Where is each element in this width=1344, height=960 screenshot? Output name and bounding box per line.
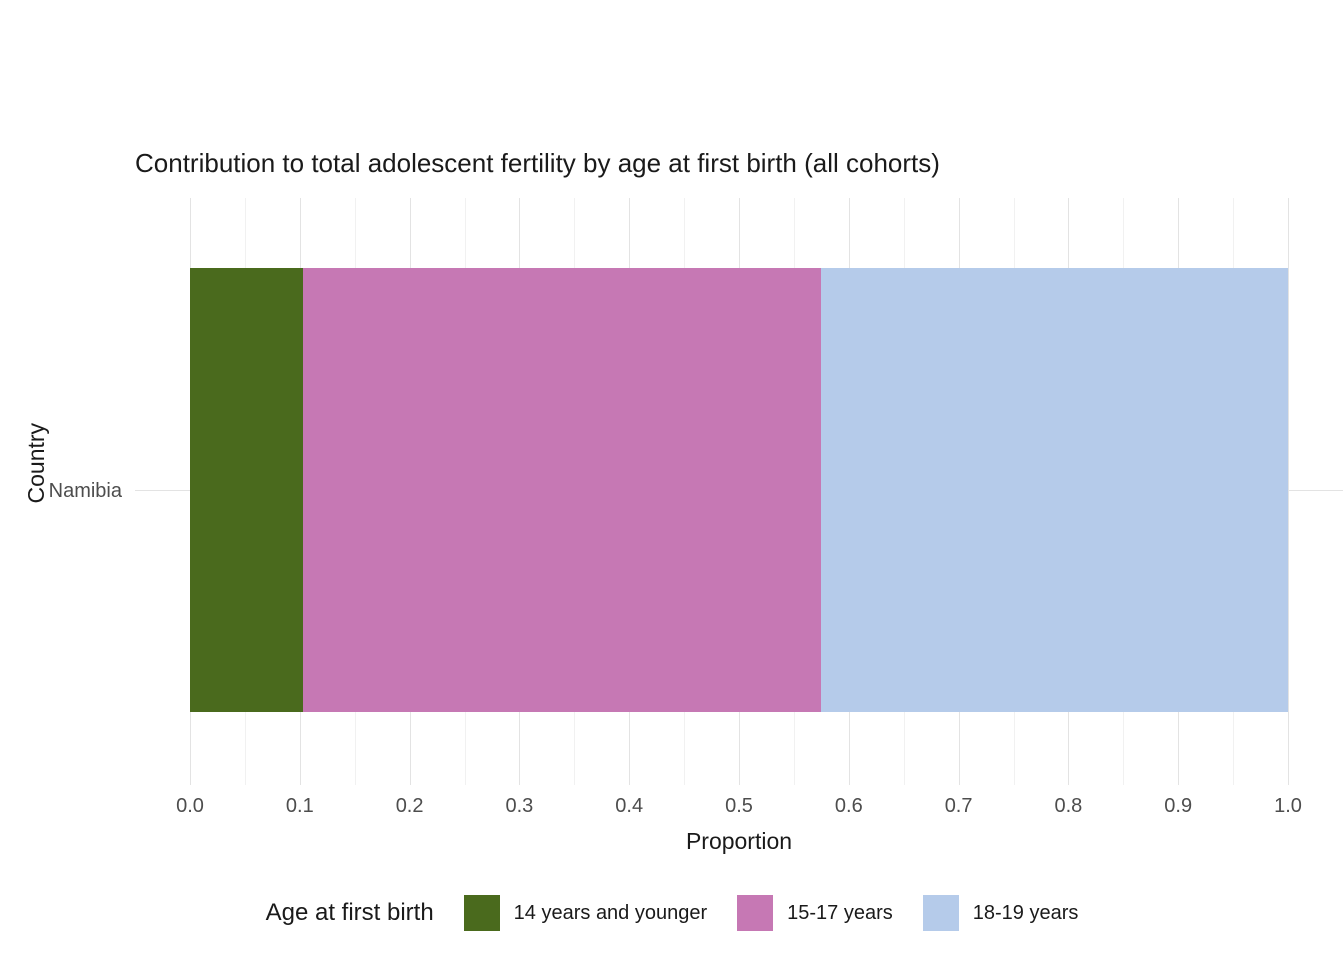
chart-title: Contribution to total adolescent fertili… [135,148,940,178]
legend-label: 18-19 years [972,901,1079,924]
bar-segment-2 [303,268,822,712]
legend-item-2: 15-17 years [737,895,893,931]
x-tick-label: 0.4 [615,795,644,817]
legend-label: 15-17 years [787,901,893,924]
legend-swatch-icon [922,895,959,931]
plot-panel [135,198,1343,785]
stacked-bar-namibia [135,268,1343,712]
x-tick-label: 0.3 [505,795,534,817]
x-tick-label: 0.7 [944,795,973,817]
x-tick-label: 0.9 [1164,795,1193,817]
x-tick-label: 0.1 [285,795,314,817]
legend-swatch-icon [737,895,774,931]
x-tick-label: 1.0 [1274,795,1302,817]
x-axis-title: Proportion [685,828,793,854]
legend-item-3: 18-19 years [922,895,1079,931]
x-tick-label: 0.8 [1054,795,1083,817]
legend: Age at first birth 14 years and younger 1… [0,895,1344,931]
x-tick-label: 0.0 [176,795,204,817]
legend-items: 14 years and younger 15-17 years 18-19 yea… [463,895,1079,931]
y-tick-label-namibia: Namibia [48,480,122,502]
x-tick-label: 0.5 [725,795,753,817]
legend-label: 14 years and younger [513,901,708,924]
x-tick-label: 0.6 [834,795,863,817]
legend-swatch-icon [463,895,500,931]
x-tick-label: 0.2 [395,795,424,817]
bar-segment-1 [190,268,304,712]
bar-segment-3 [821,268,1288,712]
legend-title: Age at first birth [265,899,434,926]
gridline-major [1288,198,1289,785]
x-axis-tick-labels: 0.0 0.1 0.2 0.3 0.4 0.5 0.6 0.7 0.8 0.9 1.0 [135,795,1343,821]
legend-item-1: 14 years and younger [463,895,708,931]
